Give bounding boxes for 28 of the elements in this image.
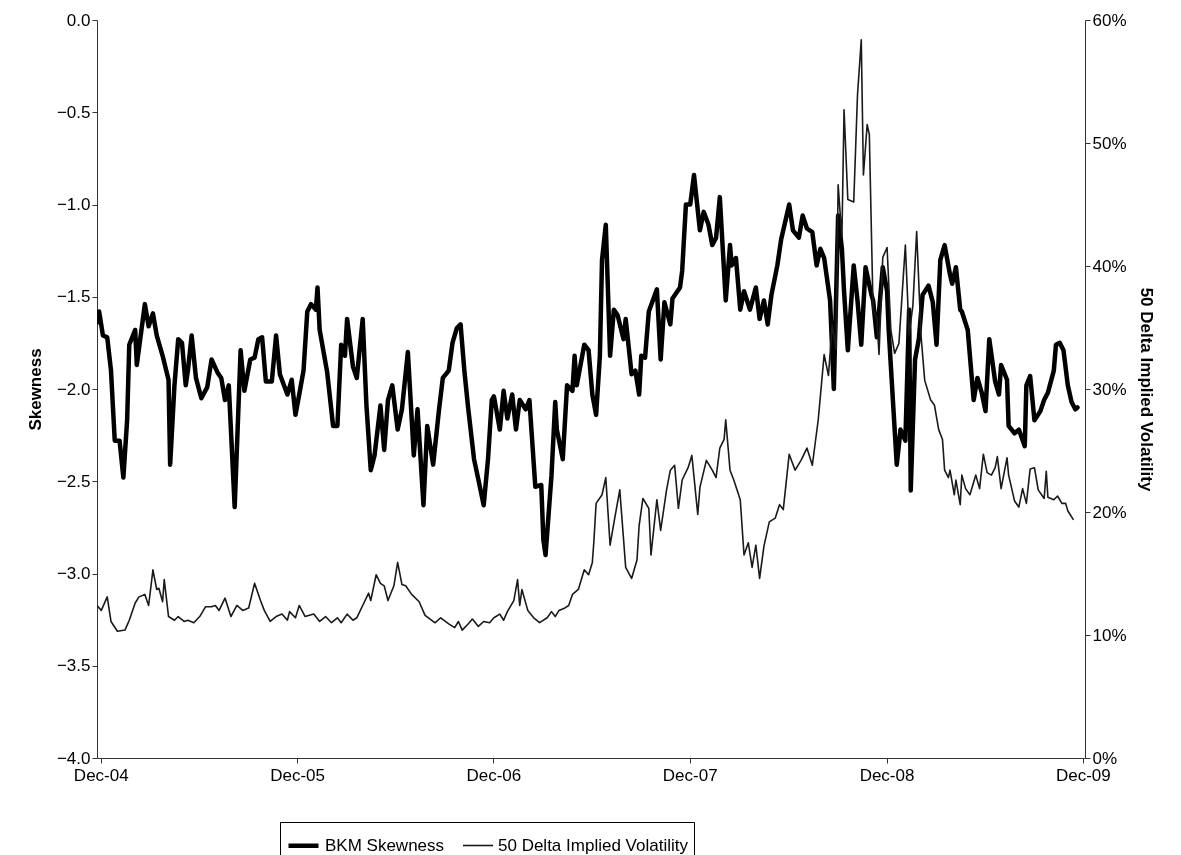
- y2-axis-title: 50 Delta Implied Volatility: [1136, 287, 1156, 492]
- x-tick-label: Dec-05: [270, 765, 325, 785]
- y-tick-label: −3.5: [56, 656, 91, 676]
- y-tick-label: −1.0: [56, 195, 91, 214]
- line-series: [97, 38, 1074, 633]
- y2-tick-label: 60%: [1092, 10, 1127, 30]
- y2-tick-label: 20%: [1092, 502, 1127, 522]
- x-tick-label: Dec-08: [859, 765, 915, 785]
- legend-label: 50 Delta Implied Volatility: [498, 835, 689, 855]
- y2-tick-label: 10%: [1092, 625, 1127, 645]
- legend-label: BKM Skewness: [325, 835, 445, 855]
- y-tick-label: −2.5: [56, 471, 91, 491]
- x-tick-label: Dec-09: [1055, 765, 1111, 785]
- x-tick-label: Dec-06: [466, 765, 522, 785]
- y-tick-label: −3.0: [56, 564, 91, 583]
- y-tick-label: −0.5: [56, 102, 91, 122]
- line-series: [97, 172, 1080, 558]
- y-tick-label: −2.0: [56, 379, 91, 399]
- x-tick-label: Dec-07: [662, 765, 718, 785]
- y-axis-title: Skewness: [25, 348, 45, 431]
- y-tick-label: 0.0: [66, 10, 91, 30]
- x-tick-label: Dec-04: [73, 765, 129, 785]
- y-tick-label: −1.5: [56, 287, 91, 307]
- y2-tick-label: 40%: [1092, 256, 1127, 276]
- y-tick-label: −4.0: [56, 748, 91, 768]
- y2-tick-label: 0%: [1092, 748, 1118, 768]
- y2-tick-label: 30%: [1092, 379, 1127, 399]
- y2-tick-label: 50%: [1092, 133, 1127, 153]
